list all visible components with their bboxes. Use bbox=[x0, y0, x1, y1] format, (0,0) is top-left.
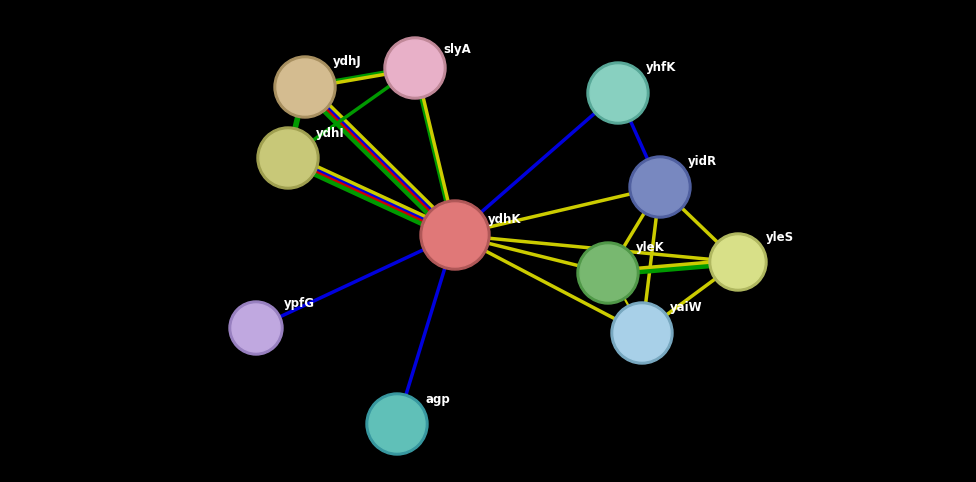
Circle shape bbox=[232, 304, 280, 352]
Circle shape bbox=[620, 311, 664, 355]
Text: yhfK: yhfK bbox=[646, 62, 676, 75]
Circle shape bbox=[366, 393, 428, 455]
Circle shape bbox=[580, 245, 636, 301]
Circle shape bbox=[257, 127, 319, 189]
Circle shape bbox=[590, 65, 646, 121]
Circle shape bbox=[632, 159, 688, 215]
Circle shape bbox=[423, 203, 487, 267]
Circle shape bbox=[577, 242, 639, 304]
Circle shape bbox=[393, 46, 437, 90]
Circle shape bbox=[717, 241, 758, 282]
Circle shape bbox=[430, 210, 480, 260]
Text: yleK: yleK bbox=[636, 241, 665, 254]
Circle shape bbox=[384, 37, 446, 99]
Text: yidR: yidR bbox=[688, 156, 717, 169]
Circle shape bbox=[420, 200, 490, 270]
Circle shape bbox=[260, 130, 316, 186]
Text: ydhJ: ydhJ bbox=[333, 55, 362, 68]
Circle shape bbox=[611, 302, 673, 364]
Circle shape bbox=[369, 396, 425, 452]
Circle shape bbox=[283, 65, 327, 109]
Circle shape bbox=[596, 71, 640, 115]
Circle shape bbox=[266, 136, 309, 180]
Circle shape bbox=[274, 56, 336, 118]
Circle shape bbox=[277, 59, 333, 115]
Circle shape bbox=[387, 40, 443, 96]
Circle shape bbox=[709, 233, 767, 291]
Text: yaiW: yaiW bbox=[670, 302, 703, 314]
Circle shape bbox=[614, 305, 670, 361]
Circle shape bbox=[587, 251, 630, 295]
Text: ydhI: ydhI bbox=[316, 126, 345, 139]
Circle shape bbox=[237, 309, 274, 347]
Circle shape bbox=[229, 301, 283, 355]
Circle shape bbox=[638, 165, 682, 209]
Circle shape bbox=[629, 156, 691, 218]
Circle shape bbox=[712, 236, 764, 288]
Text: yleS: yleS bbox=[766, 230, 794, 243]
Circle shape bbox=[587, 62, 649, 124]
Text: slyA: slyA bbox=[443, 43, 470, 56]
Text: ypfG: ypfG bbox=[284, 296, 315, 309]
Text: agp: agp bbox=[425, 392, 450, 405]
Circle shape bbox=[375, 402, 419, 446]
Text: ydhK: ydhK bbox=[488, 214, 521, 227]
